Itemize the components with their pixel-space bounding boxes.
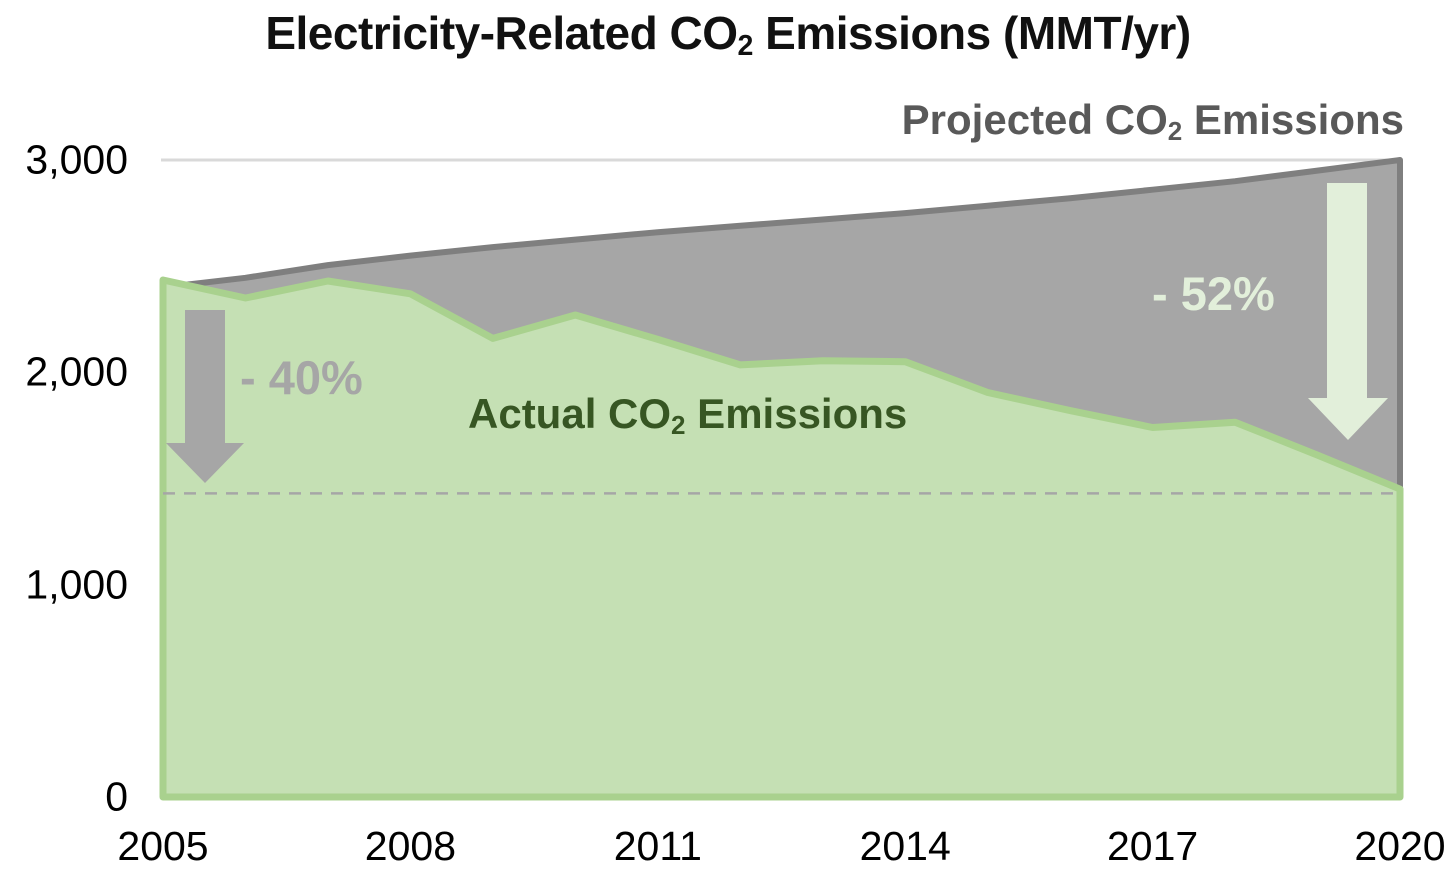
x-tick-label: 2020 [1354, 823, 1446, 869]
chart-title-subscript: 2 [737, 30, 754, 63]
down-arrow-gray-icon [166, 310, 244, 483]
x-tick-label: 2017 [1106, 823, 1199, 869]
x-tick-label: 2008 [364, 823, 456, 869]
projected-label-text: Projected CO [901, 96, 1168, 143]
chart-title: Electricity-Related CO2 Emissions (MMT/y… [0, 6, 1456, 63]
y-tick-label: 2,000 [25, 348, 128, 395]
down-arrow-pale-green-icon [1308, 183, 1388, 440]
actual-label-text-2: Emissions [685, 390, 908, 437]
x-axis: 2005 2008 2011 2014 2017 2020 [0, 823, 1456, 879]
x-tick-label: 2014 [859, 823, 951, 869]
projected-series-label: Projected CO2 Emissions [901, 96, 1404, 146]
y-tick-label: 3,000 [25, 136, 128, 183]
chart-title-text-2: Emissions (MMT/yr) [752, 7, 1191, 59]
drop-40-percent-annotation: - 40% [240, 351, 363, 404]
y-tick-label: 1,000 [25, 561, 128, 608]
chart-title-text: Electricity-Related CO [265, 7, 738, 59]
projected-label-subscript: 2 [1167, 115, 1183, 146]
drop-52-percent-annotation: - 52% [1152, 267, 1275, 320]
y-axis: 3,000 2,000 1,000 0 [0, 0, 128, 879]
actual-label-subscript: 2 [671, 409, 686, 440]
x-tick-label: 2005 [117, 823, 209, 869]
actual-series-label: Actual CO2 Emissions [468, 390, 908, 440]
actual-label-text: Actual CO [468, 390, 672, 437]
actual-area [159, 276, 1404, 801]
x-tick-label: 2011 [613, 823, 702, 869]
y-tick-label: 0 [105, 773, 128, 820]
projected-label-text-2: Emissions [1182, 96, 1404, 143]
